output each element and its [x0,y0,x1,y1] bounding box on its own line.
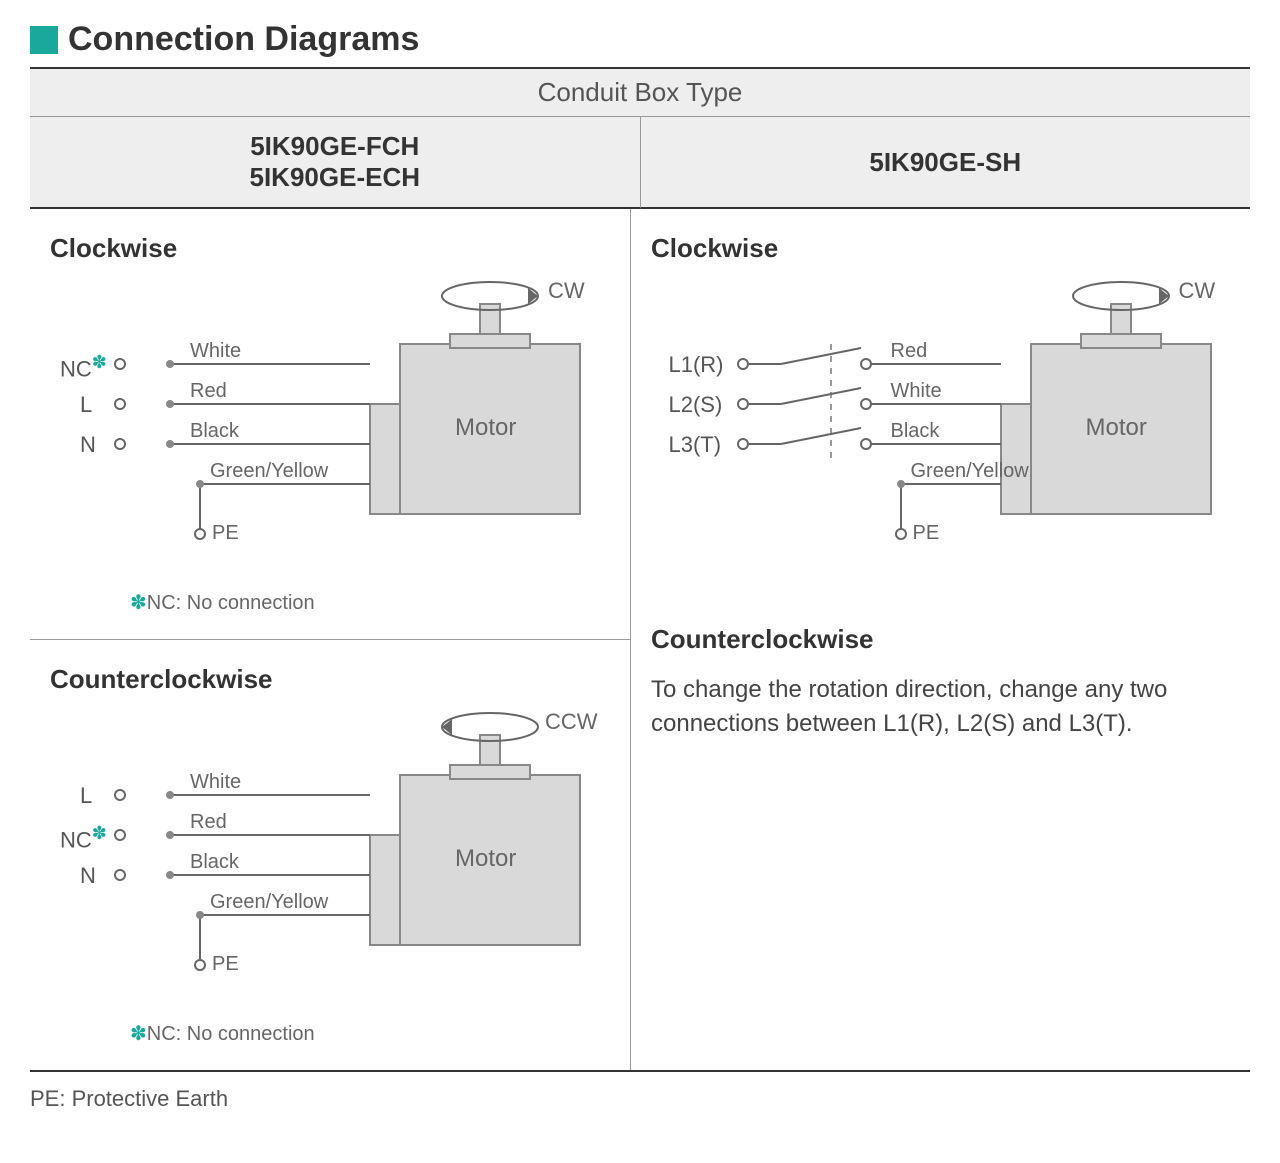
pe-label: PE [212,953,239,976]
direction-title: Counterclockwise [651,624,1230,655]
right-column: Clockwise [631,209,1250,1070]
group-header: Conduit Box Type [30,69,1250,117]
direction-title: Clockwise [651,233,1230,264]
left-ccw-cell: Counterclockwise [30,640,630,1070]
wiring-svg [50,705,610,1015]
terminal-label: N [80,863,96,889]
motor-label: Motor [455,414,516,442]
page-title: Connection Diagrams [68,20,419,59]
terminal-label: L [80,392,92,418]
left-cw-cell: Clockwise [30,209,630,640]
wiring-svg [50,274,610,584]
footnote: ✽NC: No connection [130,1021,610,1046]
terminal-label: L1(R) [669,352,724,378]
wire-label: Green/Yellow [210,891,328,914]
model-name: 5IK90GE-FCH [30,131,640,162]
rotation-label: CCW [545,709,598,735]
terminal-label: NC✽ [60,352,107,382]
wire-label: Red [190,380,227,403]
wiring-diagram-ccw-left: L NC✽ N White Red Black Green/Yellow PE … [50,705,610,1015]
wiring-diagram-cw-left: NC✽ L N White Red Black Green/Yellow PE … [50,274,610,584]
wire-label: Red [891,340,928,363]
terminal-label: L [80,783,92,809]
wire-label: Black [190,420,239,443]
page-title-bar: Connection Diagrams [30,20,1250,59]
wire-label: White [891,380,942,403]
motor-label: Motor [455,845,516,873]
model-header-right: 5IK90GE-SH [641,117,1251,209]
direction-title: Clockwise [50,233,610,264]
rotation-label: CW [548,278,585,304]
wire-label: Green/Yellow [911,460,1029,483]
wire-label: Green/Yellow [210,460,328,483]
wire-label: White [190,771,241,794]
terminal-label: N [80,432,96,458]
wire-label: Black [190,851,239,874]
wire-label: White [190,340,241,363]
model-header-left: 5IK90GE-FCH 5IK90GE-ECH [30,117,641,209]
left-column: Clockwise [30,209,631,1070]
diagram-body: Clockwise [30,209,1250,1072]
footer-note: PE: Protective Earth [30,1086,1250,1112]
rotation-label: CW [1179,278,1216,304]
title-accent-square [30,26,58,54]
terminal-label: L3(T) [669,432,722,458]
diagram-table: Conduit Box Type 5IK90GE-FCH 5IK90GE-ECH… [30,67,1250,1072]
motor-label: Motor [1086,414,1147,442]
model-header-row: 5IK90GE-FCH 5IK90GE-ECH 5IK90GE-SH [30,117,1250,209]
wire-label: Black [891,420,940,443]
footnote: ✽NC: No connection [130,590,610,615]
pe-label: PE [913,522,940,545]
wire-label: Red [190,811,227,834]
model-name: 5IK90GE-ECH [30,162,640,193]
ccw-instruction-text: To change the rotation direction, change… [651,673,1230,740]
model-name: 5IK90GE-SH [869,147,1021,178]
wiring-diagram-cw-right: L1(R) L2(S) L3(T) Red White Black Green/… [661,274,1221,594]
terminal-label: NC✽ [60,823,107,853]
pe-label: PE [212,522,239,545]
direction-title: Counterclockwise [50,664,610,695]
terminal-label: L2(S) [669,392,723,418]
